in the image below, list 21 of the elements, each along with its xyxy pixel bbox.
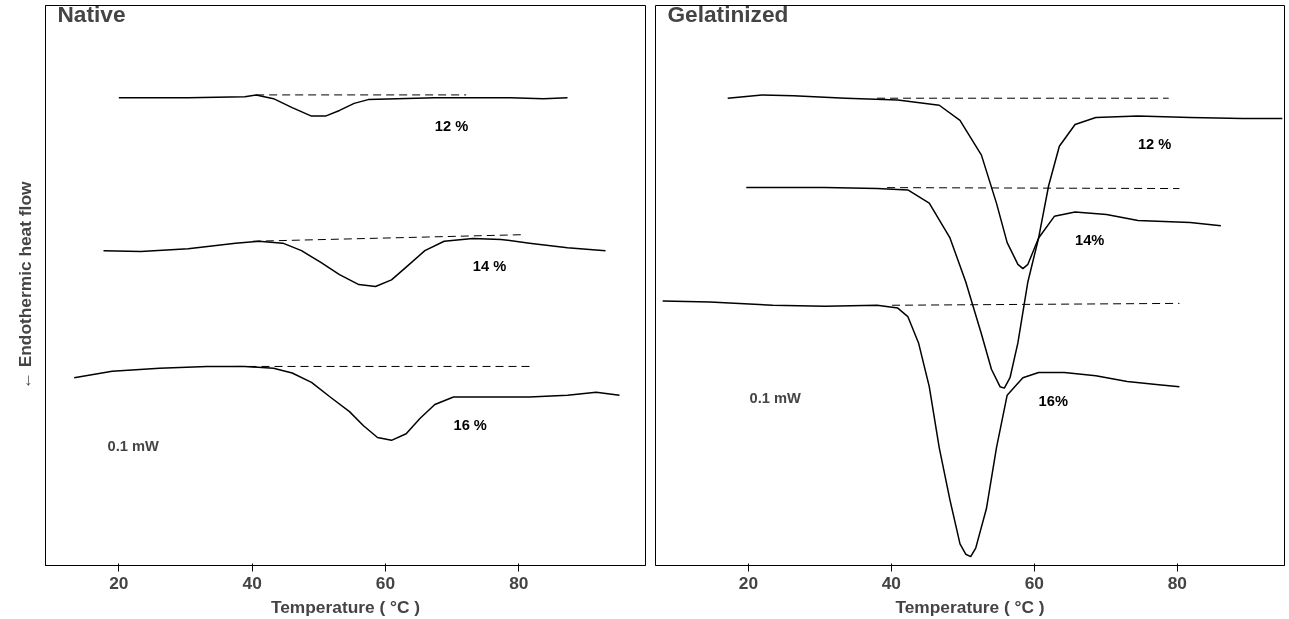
series-label: 14% (1075, 232, 1105, 249)
annotation: 0.1 mW (107, 437, 159, 454)
x-tick-label: 20 (109, 572, 129, 593)
x-axis-title: Temperature ( °C ) (270, 596, 421, 617)
x-axis-title: Temperature ( °C ) (895, 596, 1045, 617)
series-label: 12 % (434, 117, 469, 134)
x-tick-label: 60 (375, 572, 396, 593)
x-tick-label: 80 (509, 572, 529, 593)
x-tick-label: 20 (738, 572, 759, 593)
x-tick-label: 40 (242, 572, 262, 593)
x-tick-label: 60 (1024, 572, 1044, 593)
x-tick-label: 40 (881, 572, 902, 593)
series-label: 14 % (472, 258, 507, 275)
annotation: 0.1 mW (749, 389, 801, 406)
series-label: 12 % (1137, 136, 1172, 153)
chart-title: Gelatinized (667, 0, 789, 27)
chart-title: Native (57, 0, 126, 27)
series-label: 16% (1038, 392, 1068, 409)
x-tick-label: 80 (1167, 572, 1187, 593)
series-label: 16 % (453, 417, 487, 434)
y-axis-title: ← Endothermic heat flow (14, 181, 35, 390)
